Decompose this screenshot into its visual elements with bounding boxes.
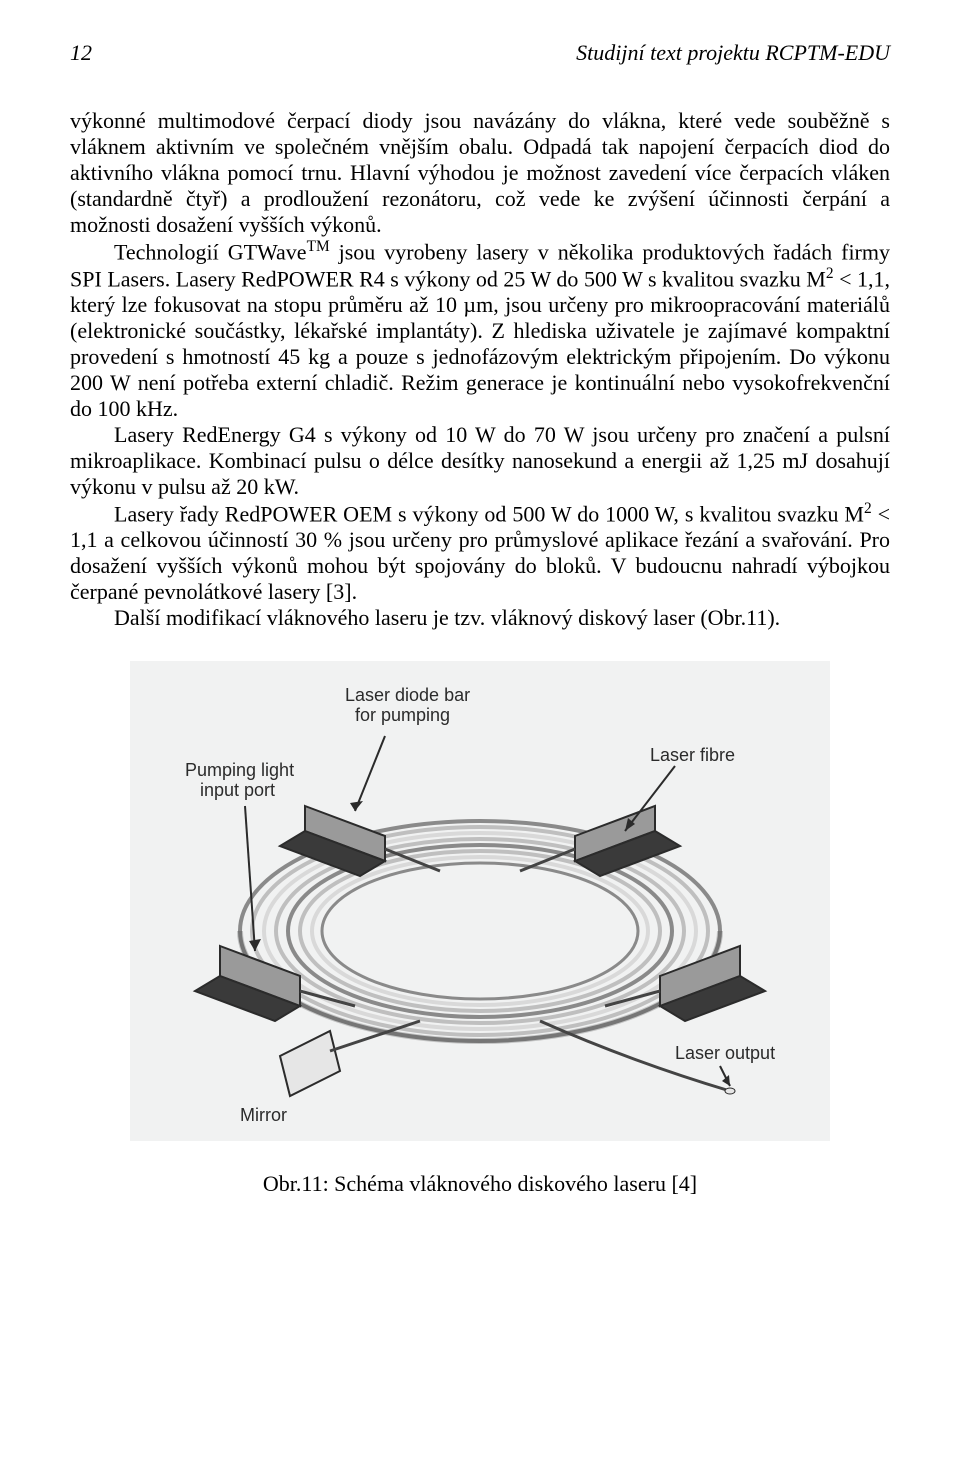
running-title: Studijní text projektu RCPTM-EDU xyxy=(576,40,890,66)
body-text: výkonné multimodové čerpací diody jsou n… xyxy=(70,108,890,631)
paragraph-2: Technologií GTWaveTM jsou vyrobeny laser… xyxy=(70,238,890,422)
label-pump-port-l1: Pumping light xyxy=(185,760,294,780)
label-output: Laser output xyxy=(675,1043,775,1063)
figure-11: Laser diode bar for pumping Pumping ligh… xyxy=(70,661,890,1197)
paragraph-4: Lasery řady RedPOWER OEM s výkony od 500… xyxy=(70,500,890,605)
label-pump-port-l2: input port xyxy=(200,780,275,800)
paragraph-5: Další modifikací vláknového laseru je tz… xyxy=(70,605,890,631)
page-number: 12 xyxy=(70,40,92,66)
fiber-disk-laser-diagram: Laser diode bar for pumping Pumping ligh… xyxy=(130,661,830,1141)
label-fibre: Laser fibre xyxy=(650,745,735,765)
label-diode-bar-l2: for pumping xyxy=(355,705,450,725)
label-diode-bar-l1: Laser diode bar xyxy=(345,685,470,705)
paragraph-1: výkonné multimodové čerpací diody jsou n… xyxy=(70,108,890,238)
figure-caption: Obr.11: Schéma vláknového diskového lase… xyxy=(70,1171,890,1197)
paragraph-3: Lasery RedEnergy G4 s výkony od 10 W do … xyxy=(70,422,890,500)
label-mirror: Mirror xyxy=(240,1105,287,1125)
